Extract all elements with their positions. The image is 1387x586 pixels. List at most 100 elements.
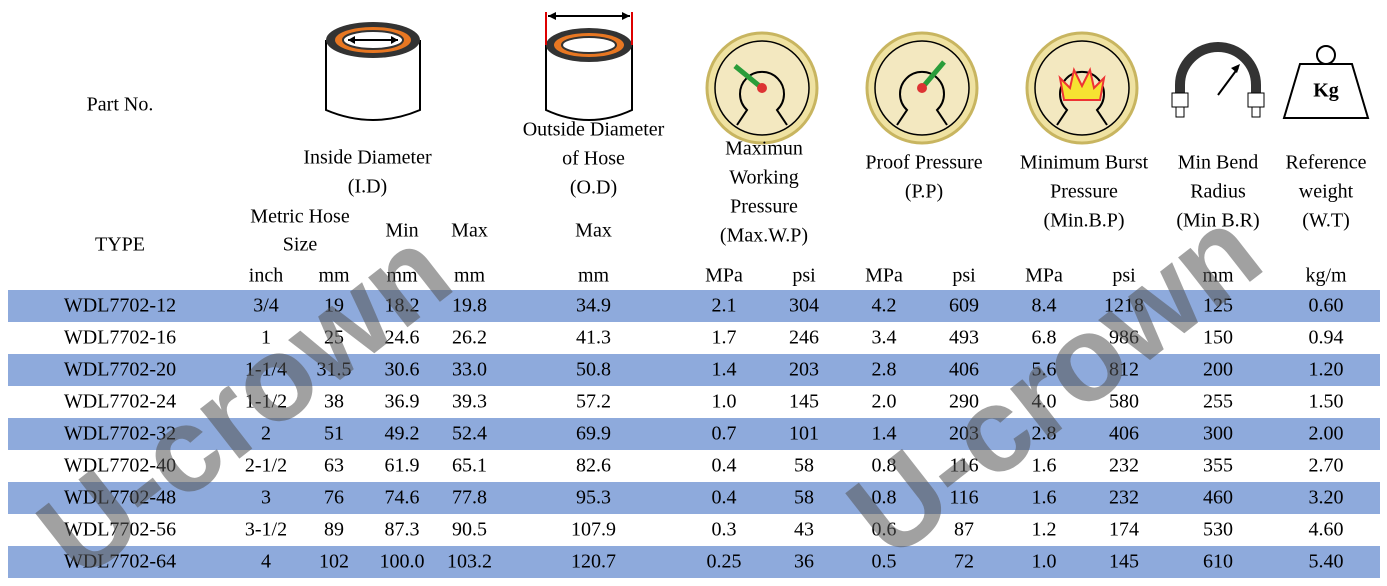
cell: 300 [1203, 423, 1233, 445]
cell: WDL7702-48 [64, 487, 176, 509]
header-type: TYPE [95, 234, 145, 256]
header-part-no: Part No. [87, 94, 154, 116]
cell: 290 [949, 391, 979, 413]
od-icon [545, 12, 633, 121]
cell: 4.0 [1032, 391, 1057, 413]
cell: 100.0 [380, 551, 425, 573]
header-od-max: Max [575, 220, 612, 242]
unit-label: inch [249, 265, 283, 287]
header-group-label: (Min.B.P) [1043, 210, 1124, 232]
header-group-label: Min Bend [1178, 152, 1259, 174]
cell: 18.2 [385, 295, 420, 317]
cell: 203 [949, 423, 979, 445]
burst-gauge-icon [1025, 31, 1139, 145]
cell: 120.7 [571, 551, 616, 573]
cell: 65.1 [452, 455, 487, 477]
cell: 19.8 [452, 295, 487, 317]
unit-label: mm [578, 265, 610, 287]
cell: 74.6 [385, 487, 420, 509]
cell: 3/4 [253, 295, 279, 317]
cell: 51 [324, 423, 344, 445]
cell: 4.60 [1309, 519, 1344, 541]
cell: 34.9 [576, 295, 611, 317]
weight-label: Kg [1313, 80, 1339, 102]
cell: WDL7702-16 [64, 327, 176, 349]
cell: 0.5 [872, 551, 897, 573]
header-id-max: Max [451, 220, 488, 242]
cell: 5.6 [1032, 359, 1057, 381]
cell: 1.4 [872, 423, 897, 445]
row-highlight [8, 418, 1380, 450]
row-highlight [8, 290, 1380, 322]
cell: 1218 [1104, 295, 1144, 317]
cell: 232 [1109, 487, 1139, 509]
cell: 82.6 [576, 455, 611, 477]
unit-label: kg/m [1305, 265, 1347, 287]
header-group-label: Pressure [1050, 181, 1118, 203]
cell: WDL7702-40 [64, 455, 176, 477]
header-group-label: (P.P) [905, 181, 943, 203]
cell: 61.9 [385, 455, 420, 477]
header-group-label: (W.T) [1302, 210, 1350, 232]
cell: 1-1/2 [245, 391, 287, 413]
unit-label: MPa [865, 265, 903, 287]
cell: 76 [324, 487, 344, 509]
cell: 72 [954, 551, 974, 573]
cell: 0.4 [712, 455, 737, 477]
cell: 0.60 [1309, 295, 1344, 317]
header-group-label: (Min B.R) [1176, 210, 1259, 232]
cell: 2.1 [712, 295, 737, 317]
cell: 26.2 [452, 327, 487, 349]
cell: 77.8 [452, 487, 487, 509]
cell: 57.2 [576, 391, 611, 413]
cell: 3.4 [872, 327, 897, 349]
cell: 610 [1203, 551, 1233, 573]
cell: 174 [1109, 519, 1139, 541]
cell: 1.0 [1032, 551, 1057, 573]
unit-label: mm [318, 265, 350, 287]
cell: 1-1/4 [245, 359, 287, 381]
cell: 4 [261, 551, 271, 573]
cell: 102 [319, 551, 349, 573]
cell: 41.3 [576, 327, 611, 349]
cell: 203 [789, 359, 819, 381]
cell: 0.25 [707, 551, 742, 573]
cell: 493 [949, 327, 979, 349]
cell: 246 [789, 327, 819, 349]
cell: 2.70 [1309, 455, 1344, 477]
cell: 1.7 [712, 327, 737, 349]
cell: 103.2 [447, 551, 492, 573]
cell: 232 [1109, 455, 1139, 477]
cell: 39.3 [452, 391, 487, 413]
cell: WDL7702-12 [64, 295, 176, 317]
cell: 150 [1203, 327, 1233, 349]
cell: 1.0 [712, 391, 737, 413]
cell: 986 [1109, 327, 1139, 349]
cell: 145 [789, 391, 819, 413]
gauge-icon [865, 31, 979, 145]
cell: 609 [949, 295, 979, 317]
cell: WDL7702-24 [64, 391, 176, 413]
cell: 33.0 [452, 359, 487, 381]
unit-label: mm [386, 265, 418, 287]
cell: 580 [1109, 391, 1139, 413]
cell: 3-1/2 [245, 519, 287, 541]
cell: WDL7702-56 [64, 519, 176, 541]
cell: 52.4 [452, 423, 487, 445]
cell: WDL7702-32 [64, 423, 176, 445]
cell: 406 [949, 359, 979, 381]
cell: 3 [261, 487, 271, 509]
cell: 0.7 [712, 423, 737, 445]
cell: 1 [261, 327, 271, 349]
header-group-label: weight [1299, 181, 1354, 203]
cell: 406 [1109, 423, 1139, 445]
row-highlight [8, 546, 1380, 578]
unit-label: mm [454, 265, 486, 287]
unit-label: psi [1112, 265, 1136, 287]
cell: 2-1/2 [245, 455, 287, 477]
header-metric-size: Size [283, 234, 318, 256]
cell: 58 [794, 487, 814, 509]
header-group-label: Reference [1285, 152, 1366, 174]
cell: 145 [1109, 551, 1139, 573]
